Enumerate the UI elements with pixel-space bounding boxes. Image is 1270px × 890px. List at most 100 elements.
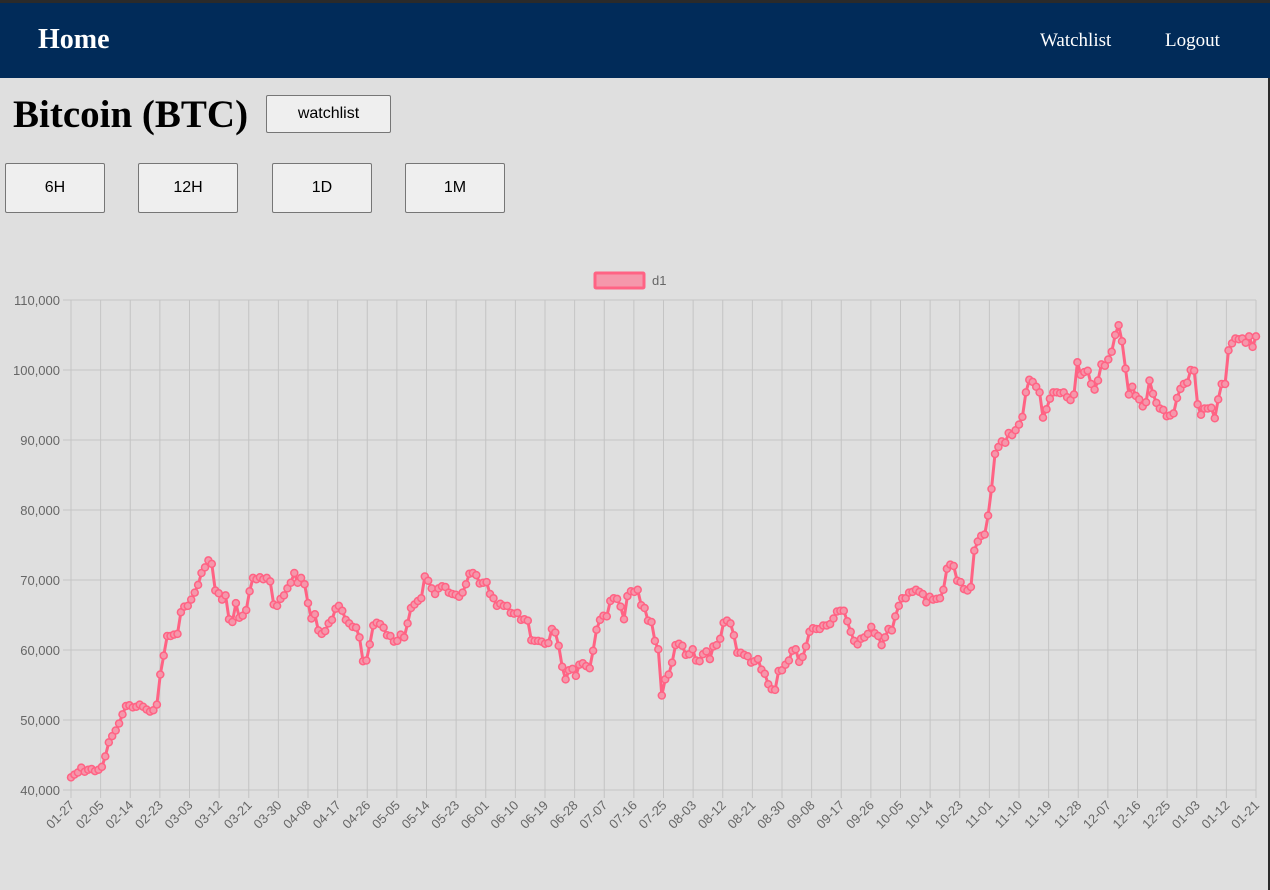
data-point[interactable]	[829, 614, 838, 623]
data-point[interactable]	[265, 577, 275, 586]
data-point[interactable]	[159, 651, 168, 660]
data-point[interactable]	[867, 622, 876, 632]
data-point[interactable]	[894, 601, 904, 611]
legend-label[interactable]: d1	[652, 273, 666, 288]
data-point[interactable]	[338, 606, 347, 616]
data-point[interactable]	[1196, 410, 1206, 420]
data-point[interactable]	[592, 625, 601, 634]
data-point[interactable]	[245, 586, 254, 596]
data-point[interactable]	[156, 670, 165, 679]
data-point[interactable]	[664, 670, 673, 679]
data-point[interactable]	[935, 593, 945, 603]
data-point[interactable]	[303, 598, 313, 608]
range-6h-button[interactable]: 6H	[5, 163, 105, 213]
price-chart[interactable]: d1 40,000 50,000 60,000 70,000 80,000 90,000 1…	[0, 260, 1268, 888]
range-1d-button[interactable]: 1D	[272, 163, 372, 213]
data-point[interactable]	[231, 598, 241, 608]
add-to-watchlist-button[interactable]: watchlist	[266, 95, 391, 133]
data-point[interactable]	[726, 619, 735, 628]
data-point[interactable]	[365, 640, 375, 649]
data-point[interactable]	[1189, 366, 1199, 375]
data-point[interactable]	[619, 614, 629, 624]
data-point[interactable]	[193, 580, 203, 590]
data-point[interactable]	[654, 645, 663, 654]
data-point[interactable]	[228, 617, 237, 627]
data-point[interactable]	[1121, 364, 1130, 373]
data-point[interactable]	[990, 449, 1000, 459]
data-point[interactable]	[657, 691, 667, 700]
data-point[interactable]	[585, 663, 594, 673]
data-point[interactable]	[1001, 438, 1010, 448]
data-point[interactable]	[980, 530, 989, 539]
data-point[interactable]	[1241, 338, 1250, 347]
data-point[interactable]	[887, 626, 897, 635]
data-point[interactable]	[966, 582, 976, 592]
data-point[interactable]	[399, 633, 409, 642]
data-point[interactable]	[770, 685, 780, 695]
data-point[interactable]	[678, 641, 687, 651]
data-point[interactable]	[327, 615, 337, 625]
data-point[interactable]	[588, 646, 598, 655]
data-point[interactable]	[688, 645, 697, 654]
data-point[interactable]	[633, 585, 642, 595]
data-point[interactable]	[101, 752, 110, 761]
data-point[interactable]	[97, 762, 107, 772]
data-point[interactable]	[983, 511, 993, 520]
data-point[interactable]	[1018, 412, 1027, 422]
data-point[interactable]	[296, 573, 306, 583]
data-point[interactable]	[1134, 395, 1144, 404]
data-point[interactable]	[1117, 337, 1127, 346]
data-point[interactable]	[351, 623, 361, 632]
data-point[interactable]	[939, 585, 948, 595]
data-point[interactable]	[843, 617, 852, 626]
data-point[interactable]	[705, 654, 715, 664]
data-point[interactable]	[1172, 393, 1182, 403]
data-point[interactable]	[1224, 346, 1233, 355]
data-point[interactable]	[104, 738, 114, 747]
data-point[interactable]	[877, 640, 886, 650]
data-point[interactable]	[458, 588, 467, 597]
data-point[interactable]	[1069, 390, 1079, 399]
data-point[interactable]	[355, 633, 364, 642]
data-point[interactable]	[200, 563, 210, 572]
data-point[interactable]	[846, 627, 855, 637]
data-point[interactable]	[502, 601, 512, 611]
data-point[interactable]	[956, 577, 965, 587]
home-link[interactable]: Home	[38, 24, 110, 55]
legend-swatch[interactable]	[593, 271, 646, 290]
data-point[interactable]	[650, 636, 660, 646]
data-point[interactable]	[1244, 332, 1254, 341]
watchlist-link[interactable]: Watchlist	[1040, 30, 1112, 51]
data-point[interactable]	[393, 636, 402, 646]
data-point[interactable]	[1220, 379, 1230, 389]
data-point[interactable]	[715, 634, 725, 644]
data-point[interactable]	[1104, 355, 1113, 364]
data-point[interactable]	[461, 579, 471, 589]
data-point[interactable]	[640, 603, 649, 613]
data-point[interactable]	[173, 629, 182, 639]
data-point[interactable]	[1014, 420, 1024, 429]
data-point[interactable]	[300, 579, 309, 589]
data-point[interactable]	[279, 591, 289, 600]
data-point[interactable]	[379, 623, 388, 632]
data-point[interactable]	[712, 640, 721, 650]
data-point[interactable]	[114, 719, 124, 728]
data-point[interactable]	[1124, 390, 1134, 399]
range-1m-button[interactable]: 1M	[405, 163, 505, 213]
data-point[interactable]	[1100, 361, 1110, 371]
data-point[interactable]	[1159, 405, 1168, 415]
range-12h-button[interactable]: 12H	[138, 163, 238, 213]
logout-link[interactable]: Logout	[1165, 30, 1220, 51]
data-point[interactable]	[1213, 395, 1223, 404]
data-point[interactable]	[482, 577, 491, 587]
data-point[interactable]	[612, 594, 622, 604]
data-point[interactable]	[702, 647, 711, 656]
data-point[interactable]	[290, 568, 299, 578]
data-point[interactable]	[152, 700, 162, 709]
data-point[interactable]	[489, 593, 498, 603]
data-point[interactable]	[1207, 403, 1216, 413]
data-point[interactable]	[743, 652, 752, 661]
data-point[interactable]	[602, 612, 612, 621]
data-point[interactable]	[1083, 366, 1092, 375]
data-point[interactable]	[362, 656, 371, 665]
